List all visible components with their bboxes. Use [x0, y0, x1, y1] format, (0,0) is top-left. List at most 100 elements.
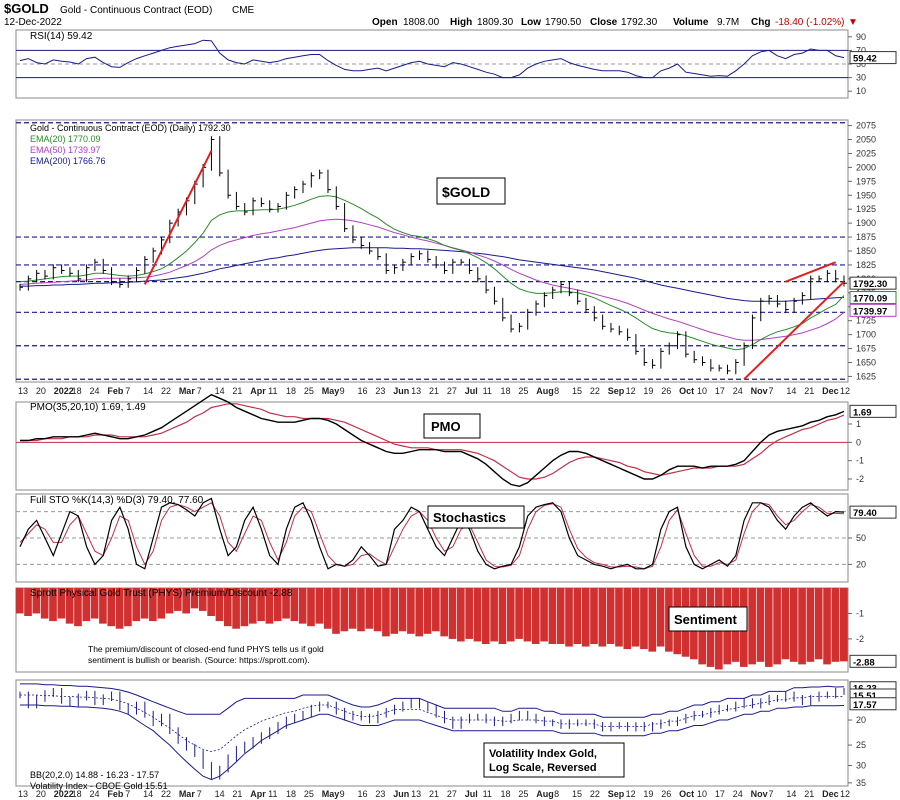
phys-bar [165, 588, 174, 614]
phys-bar [481, 588, 490, 644]
x-axis-label: Aug [536, 789, 554, 799]
pmo-axis-tick-label: -1 [856, 456, 864, 466]
phys-note-line1: The premium/discount of closed-end fund … [88, 644, 324, 654]
pmo-last-tag-box [849, 404, 897, 418]
vix-last-tag-text: 15.51 [853, 691, 877, 702]
x-axis-label: 25 [304, 386, 314, 396]
phys-bar [498, 588, 507, 644]
sto-k-line [19, 497, 845, 570]
x-axis-label: Apr [250, 789, 266, 799]
pmo-last-tag: 1.69 [849, 404, 897, 418]
x-axis-label: Sep [608, 789, 625, 799]
phys-bar [806, 588, 815, 662]
rsi-last-tag-box [849, 51, 897, 65]
x-axis-label: 26 [661, 789, 671, 799]
x-axis-label: 14 [786, 789, 796, 799]
phys-bar [789, 588, 798, 662]
price-panel-frame [15, 119, 849, 383]
ema20-price-tag-box [849, 291, 897, 305]
price-axis-tick-label: 2025 [856, 148, 876, 158]
trend-line-up [743, 280, 845, 380]
x-axis-label: 24 [733, 386, 743, 396]
phys-bar [506, 588, 515, 642]
phys-bar [315, 588, 324, 624]
x-axis-label: 18 [72, 386, 82, 396]
x-axis-label: 25 [304, 789, 314, 799]
vol-axis-tick-label: 30 [856, 761, 866, 771]
sto-axis-tick-label: 50 [856, 533, 866, 543]
x-axis-label: 7 [125, 386, 130, 396]
bb-mid-line [20, 694, 845, 753]
x-axis-label: 8 [554, 789, 559, 799]
x-axis-label: 20 [36, 789, 46, 799]
x-axis-label: 7 [197, 386, 202, 396]
pmo-title: PMO(35,20,10) 1.69, 1.49 [30, 402, 146, 413]
x-axis-label: 16 [358, 386, 368, 396]
ema50-line [19, 218, 845, 341]
x-axis-label: 24 [89, 386, 99, 396]
x-axis-label: May [322, 386, 340, 396]
ema50-legend: EMA(50) 1739.97 [30, 145, 101, 155]
rsi-last-tag-text: 59.42 [853, 54, 877, 65]
phys-bar [223, 588, 232, 627]
phys-bar [465, 588, 473, 639]
phys-bar [415, 588, 424, 637]
phys-bar [57, 588, 66, 619]
phys-bar [215, 588, 224, 622]
price-axis-tick-label: 1850 [856, 246, 876, 256]
x-axis-label: 14 [786, 386, 796, 396]
rsi-axis-tick-label: 70 [856, 45, 866, 55]
phys-bar [490, 588, 498, 642]
close-value: 1792.30 [621, 17, 658, 28]
x-axis-label: 17 [715, 789, 725, 799]
vol-axis-tick-label: 25 [856, 740, 866, 750]
x-axis-label: 18 [500, 789, 510, 799]
x-axis-label: 7 [769, 789, 774, 799]
x-axis-label: 27 [447, 386, 457, 396]
ohlc-summary: Open 1808.00 High 1809.30 Low 1790.50 Cl… [372, 17, 858, 28]
x-axis-label: Mar [179, 386, 196, 396]
phys-bar [265, 588, 274, 624]
ema20-legend: EMA(20) 1770.09 [30, 134, 101, 144]
phys-bar [798, 588, 806, 665]
change-down-icon: ▼ [848, 17, 858, 28]
phys-bar [365, 588, 374, 629]
x-axis-label: 18 [286, 789, 296, 799]
phys-bar [598, 588, 607, 647]
phys-bar [540, 588, 548, 642]
phys-bar [207, 588, 215, 616]
x-axis-label: 2022 [54, 789, 74, 799]
price-axis-tick-label: 1725 [856, 316, 876, 326]
volatility-callout-line2: Log Scale, Reversed [489, 762, 597, 774]
bb-legend: BB(20,2.0) 14.88 - 16.23 - 17.57 [30, 770, 159, 780]
volume-value: 9.7M [717, 17, 739, 28]
price-axis-tick-label: 1875 [856, 232, 876, 242]
phys-title: Sprott Physical Gold Trust (PHYS) Premiu… [30, 588, 293, 599]
x-axis-label: 22 [590, 789, 600, 799]
price-axis-tick-label: 1650 [856, 357, 876, 367]
pmo-axis-tick-label: -2 [856, 474, 864, 484]
pmo-axis-tick-label: 1 [856, 419, 861, 429]
pmo-line [20, 393, 845, 488]
x-axis-label: 11 [483, 789, 492, 799]
x-axis-label: 7 [197, 789, 202, 799]
phys-bar [282, 588, 290, 619]
phys-bar [423, 588, 432, 634]
chart-date: 12-Dec-2022 [4, 17, 62, 28]
rsi-title: RSI(14) 59.42 [30, 31, 93, 42]
x-axis-label: 17 [715, 386, 725, 396]
phys-note-line2: sentiment is bullish or bearish. (Source… [88, 655, 310, 665]
x-axis-label: Aug [536, 386, 554, 396]
ema20-price-tag: 1770.09 [849, 291, 897, 305]
chart-panels: 907050301059.422075205020252000197519501… [15, 29, 897, 799]
phys-bar [357, 588, 365, 632]
open-label: Open [372, 17, 398, 28]
low-value: 1790.50 [545, 17, 582, 28]
phys-bar [823, 588, 831, 665]
phys-bar [648, 588, 657, 652]
x-axis-label: May [322, 789, 340, 799]
x-axis-label: 18 [72, 789, 82, 799]
phys-bar [323, 588, 332, 629]
phys-bar [157, 588, 166, 619]
x-axis-label: 15 [572, 789, 582, 799]
